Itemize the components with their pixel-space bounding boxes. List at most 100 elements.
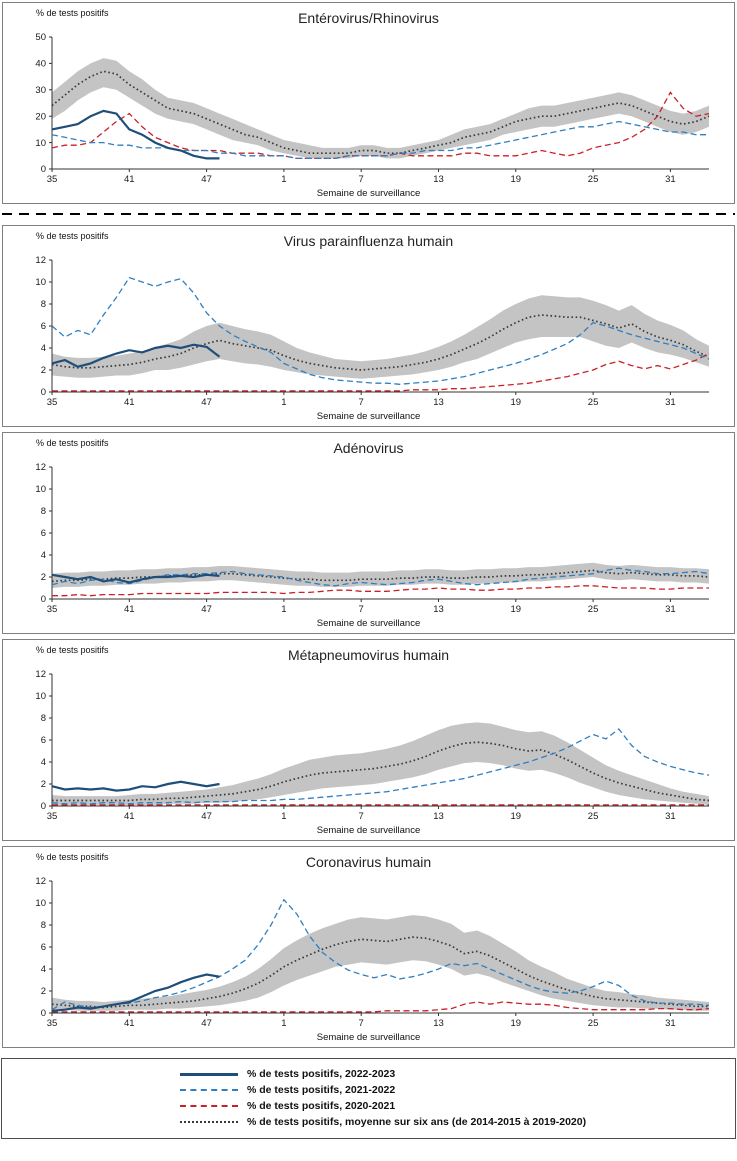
chart-plot: 0 10 20 30 40 50 35 41 47 1 7 13 19 25 31 [35, 32, 710, 185]
svg-text:35: 35 [47, 604, 58, 615]
svg-text:10: 10 [35, 484, 46, 495]
chart-title: Adénovirus [333, 440, 404, 456]
svg-text:1: 1 [281, 397, 286, 408]
svg-text:1: 1 [281, 174, 286, 185]
svg-text:13: 13 [433, 397, 444, 408]
svg-text:6: 6 [41, 942, 46, 953]
svg-text:13: 13 [433, 811, 444, 822]
svg-text:7: 7 [359, 397, 364, 408]
svg-text:25: 25 [588, 1018, 599, 1029]
svg-text:7: 7 [359, 604, 364, 615]
chart-panel-parainfluenza: % de tests positifs Virus parainfluenza … [2, 225, 735, 427]
svg-text:7: 7 [359, 174, 364, 185]
svg-text:7: 7 [359, 811, 364, 822]
chart-plot: 0 2 4 6 8 10 12 35 41 47 1 7 13 19 25 31 [35, 255, 710, 408]
svg-text:4: 4 [41, 550, 46, 561]
svg-text:8: 8 [41, 506, 46, 517]
legend-label: % de tests positifs, 2021-2022 [247, 1084, 396, 1096]
svg-text:6: 6 [41, 735, 46, 746]
svg-text:0: 0 [41, 594, 46, 605]
y-axis-label: % de tests positifs [36, 852, 109, 862]
svg-text:35: 35 [47, 811, 58, 822]
chart-panel-adenovirus: % de tests positifs Adénovirus 0 2 4 6 8 10 12… [2, 432, 735, 634]
legend-line-dashed-blue [180, 1089, 238, 1091]
svg-text:2: 2 [41, 779, 46, 790]
svg-text:0: 0 [41, 1008, 46, 1019]
svg-text:19: 19 [511, 604, 522, 615]
svg-text:50: 50 [35, 32, 46, 43]
svg-text:25: 25 [588, 174, 599, 185]
legend-item: % de tests positifs, 2020-2021 [180, 1098, 725, 1114]
x-axis-label: Semaine de surveillance [316, 825, 421, 836]
svg-text:13: 13 [433, 604, 444, 615]
svg-text:12: 12 [35, 462, 46, 473]
y-axis-label: % de tests positifs [36, 438, 109, 448]
svg-text:35: 35 [47, 174, 58, 185]
legend-box: % de tests positifs, 2022-2023 % de test… [1, 1058, 736, 1139]
chart-title: Entérovirus/Rhinovirus [298, 10, 439, 26]
legend-line-dotted-black [180, 1121, 238, 1123]
chart-header: % de tests positifs Virus parainfluenza … [6, 228, 731, 254]
x-axis-label: Semaine de surveillance [316, 411, 421, 422]
svg-text:0: 0 [41, 164, 46, 175]
x-axis-label: Semaine de surveillance [316, 618, 421, 629]
svg-text:2: 2 [41, 986, 46, 997]
legend-item: % de tests positifs, moyenne sur six ans… [180, 1114, 725, 1130]
svg-text:25: 25 [588, 397, 599, 408]
svg-text:35: 35 [47, 1018, 58, 1029]
svg-text:8: 8 [41, 713, 46, 724]
svg-text:19: 19 [511, 397, 522, 408]
chart-plot: 0 2 4 6 8 10 12 35 41 47 1 7 13 19 25 31 [35, 669, 710, 822]
svg-text:25: 25 [588, 604, 599, 615]
svg-text:13: 13 [433, 174, 444, 185]
svg-text:7: 7 [359, 1018, 364, 1029]
svg-text:20: 20 [35, 111, 46, 122]
chart-plot: 0 2 4 6 8 10 12 35 41 47 1 7 13 19 25 31 [35, 462, 710, 615]
svg-text:12: 12 [35, 669, 46, 680]
y-axis-label: % de tests positifs [36, 231, 109, 241]
dashed-separator-line [2, 213, 735, 215]
svg-text:47: 47 [201, 811, 212, 822]
svg-text:12: 12 [35, 255, 46, 266]
svg-text:19: 19 [511, 811, 522, 822]
svg-text:41: 41 [124, 604, 135, 615]
legend-line-dashed-red [180, 1105, 238, 1107]
svg-text:6: 6 [41, 321, 46, 332]
chart-plot: 0 2 4 6 8 10 12 35 41 47 1 7 13 19 25 31 [35, 876, 710, 1029]
chart-header: % de tests positifs Coronavirus humain [6, 849, 731, 875]
svg-text:10: 10 [35, 691, 46, 702]
chart-header: % de tests positifs Métapneumovirus huma… [6, 642, 731, 668]
svg-text:4: 4 [41, 343, 46, 354]
chart-panel-coronavirus: % de tests positifs Coronavirus humain 0… [2, 846, 735, 1048]
svg-text:31: 31 [665, 604, 676, 615]
svg-text:13: 13 [433, 1018, 444, 1029]
x-axis-label: Semaine de surveillance [316, 188, 421, 199]
chart-panel-metapneumovirus: % de tests positifs Métapneumovirus huma… [2, 639, 735, 841]
svg-text:19: 19 [511, 1018, 522, 1029]
svg-text:31: 31 [665, 1018, 676, 1029]
svg-text:31: 31 [665, 397, 676, 408]
svg-text:31: 31 [665, 811, 676, 822]
svg-text:40: 40 [35, 59, 46, 70]
chart-header: % de tests positifs Entérovirus/Rhinovir… [6, 5, 731, 31]
svg-text:47: 47 [201, 174, 212, 185]
svg-text:31: 31 [665, 174, 676, 185]
svg-text:25: 25 [588, 811, 599, 822]
svg-text:47: 47 [201, 1018, 212, 1029]
legend-label: % de tests positifs, moyenne sur six ans… [247, 1116, 587, 1128]
svg-text:1: 1 [281, 1018, 286, 1029]
svg-text:35: 35 [47, 397, 58, 408]
chart-title: Virus parainfluenza humain [283, 233, 454, 249]
svg-text:10: 10 [35, 138, 46, 149]
svg-text:1: 1 [281, 811, 286, 822]
chart-title: Métapneumovirus humain [287, 647, 450, 663]
svg-text:47: 47 [201, 397, 212, 408]
legend-label: % de tests positifs, 2020-2021 [247, 1100, 396, 1112]
svg-text:4: 4 [41, 757, 46, 768]
legend-label: % de tests positifs, 2022-2023 [247, 1068, 396, 1080]
svg-text:30: 30 [35, 85, 46, 96]
svg-text:41: 41 [124, 1018, 135, 1029]
svg-text:19: 19 [511, 174, 522, 185]
svg-text:47: 47 [201, 604, 212, 615]
